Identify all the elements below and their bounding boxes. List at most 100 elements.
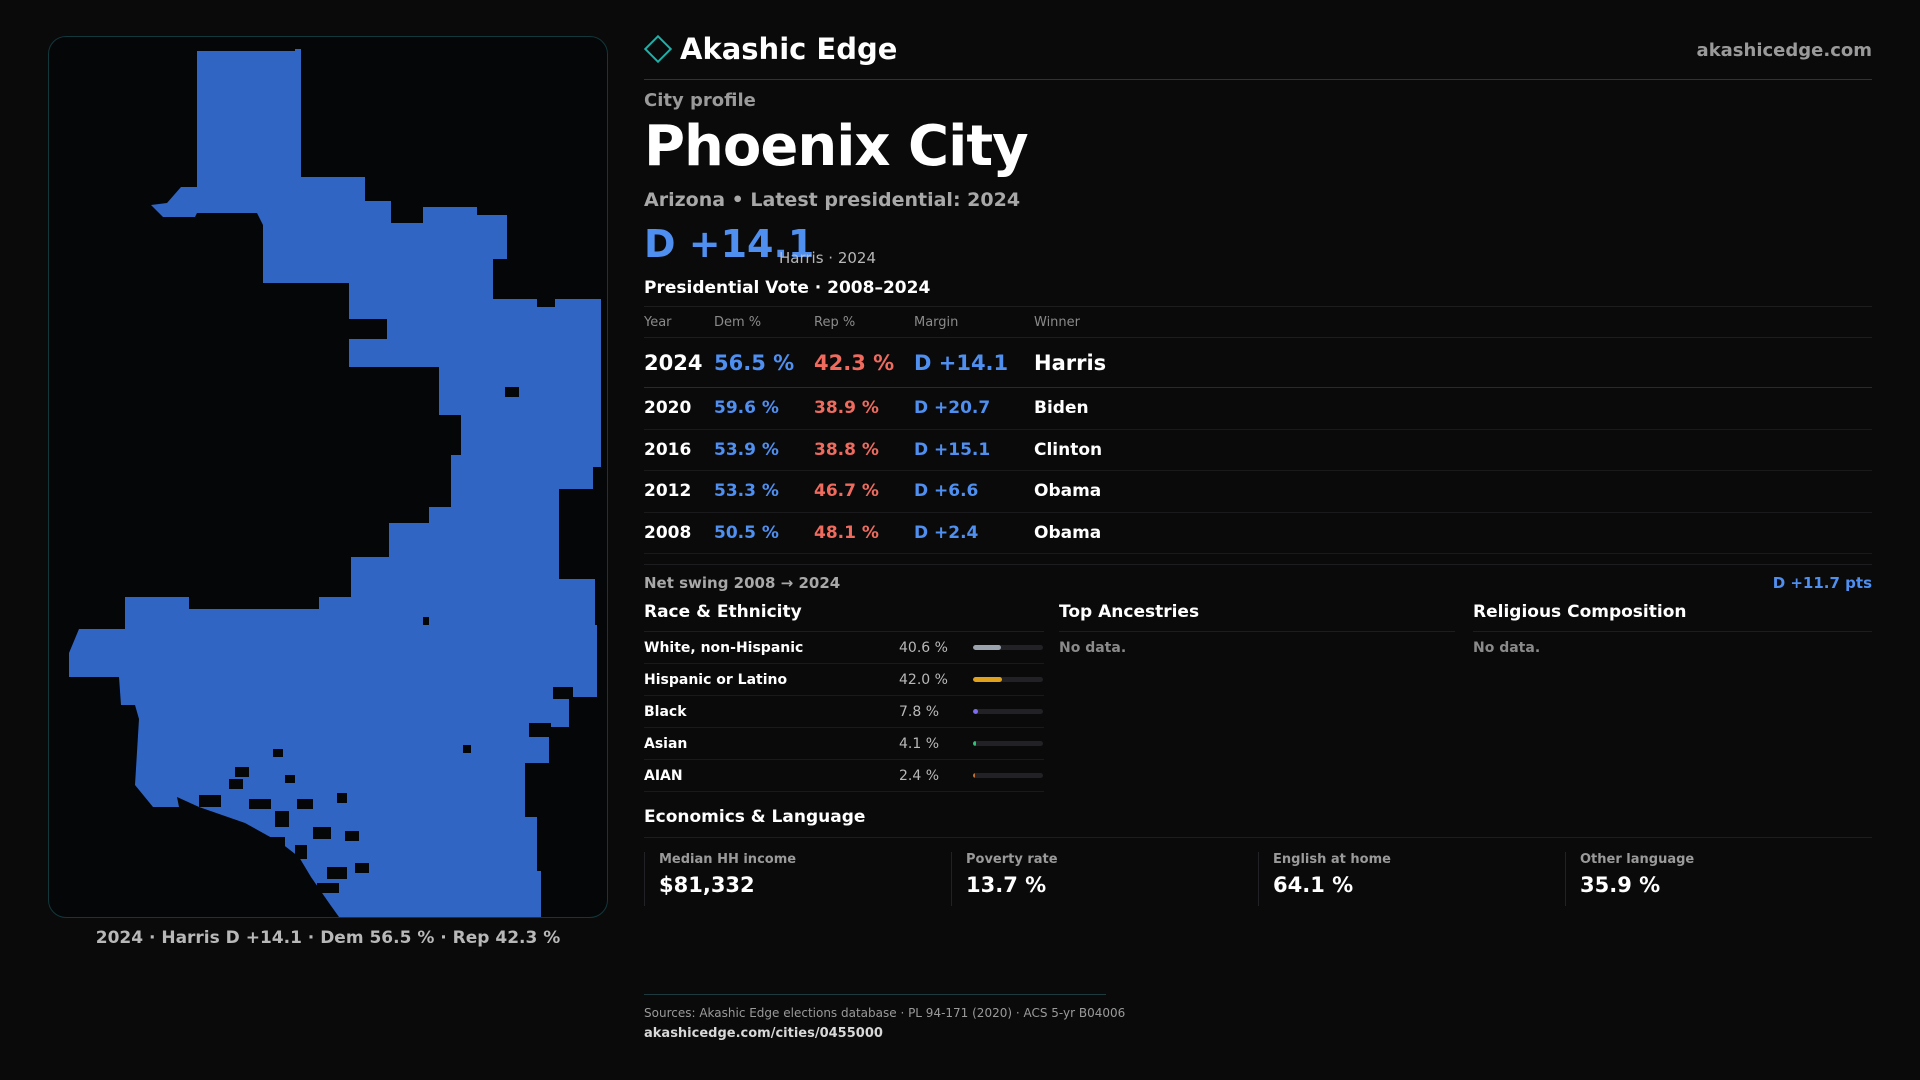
ancestries-title: Top Ancestries	[1059, 602, 1455, 632]
table-row: 2020 59.6 % 38.9 % D +20.7 Biden	[644, 388, 1872, 430]
race-label: Black	[644, 703, 687, 720]
race-bar-fill	[973, 677, 1003, 682]
stat-card: English at home 64.1 %	[1258, 852, 1565, 906]
cell-winner: Obama	[1034, 522, 1102, 543]
ancestries-section: Top Ancestries No data.	[1059, 602, 1455, 656]
race-bar-fill	[973, 773, 975, 778]
race-percent: 42.0 %	[899, 671, 948, 688]
race-label: White, non-Hispanic	[644, 639, 804, 656]
cell-rep: 38.9 %	[814, 398, 879, 419]
list-item: AIAN 2.4 %	[644, 760, 1044, 792]
race-bar	[973, 741, 1043, 746]
footer-divider	[644, 994, 1106, 995]
headline-margin-caption: Harris · 2024	[779, 249, 877, 267]
cell-dem: 53.9 %	[714, 439, 779, 460]
race-label: Hispanic or Latino	[644, 671, 788, 688]
stat-value: 13.7 %	[966, 873, 1047, 897]
header-year: Year	[644, 314, 672, 330]
diamond-logo-icon	[643, 34, 673, 64]
cell-margin: D +14.1	[914, 350, 1009, 375]
footer-url-link[interactable]: akashicedge.com/cities/0455000	[644, 1026, 883, 1041]
race-percent: 2.4 %	[899, 767, 940, 784]
cell-year: 2020	[644, 398, 692, 419]
header-margin: Margin	[914, 314, 959, 330]
cell-rep: 46.7 %	[814, 481, 879, 502]
page-kicker: City profile	[644, 90, 756, 111]
cell-margin: D +15.1	[914, 439, 991, 460]
race-bar-fill	[973, 741, 976, 746]
race-label: AIAN	[644, 767, 683, 784]
site-url-link[interactable]: akashicedge.com	[1696, 40, 1872, 61]
race-percent: 4.1 %	[899, 735, 940, 752]
city-map-panel[interactable]	[48, 36, 608, 918]
cell-dem: 53.3 %	[714, 481, 779, 502]
religion-empty: No data.	[1473, 640, 1541, 656]
header-dem: Dem %	[714, 314, 762, 330]
net-swing-value: D +11.7 pts	[1772, 574, 1872, 592]
results-title: Presidential Vote · 2008–2024	[644, 278, 931, 298]
headline-margin: D +14.1	[644, 222, 815, 266]
cell-year: 2008	[644, 522, 692, 543]
table-row: 2024 56.5 % 42.3 % D +14.1 Harris	[644, 338, 1872, 388]
stat-label: Other language	[1580, 852, 1695, 867]
economics-cards: Median HH income $81,332 Poverty rate 13…	[644, 852, 1872, 906]
city-boundary-shape	[69, 49, 601, 917]
brand-name: Akashic Edge	[680, 32, 898, 66]
cell-year: 2012	[644, 481, 692, 502]
results-table: Year Dem % Rep % Margin Winner 2024 56.5…	[644, 306, 1872, 554]
header-winner: Winner	[1034, 314, 1081, 330]
swing-divider	[644, 564, 1872, 565]
race-percent: 7.8 %	[899, 703, 940, 720]
header-rep: Rep %	[814, 314, 856, 330]
cell-winner: Obama	[1034, 481, 1102, 502]
brand[interactable]: Akashic Edge	[643, 32, 898, 66]
list-item: White, non-Hispanic 40.6 %	[644, 632, 1044, 664]
stat-value: $81,332	[659, 873, 755, 897]
race-bar	[973, 677, 1043, 682]
cell-dem: 59.6 %	[714, 398, 779, 419]
results-table-header: Year Dem % Rep % Margin Winner	[644, 306, 1872, 338]
race-bar	[973, 645, 1043, 650]
list-item: Black 7.8 %	[644, 696, 1044, 728]
table-row: 2008 50.5 % 48.1 % D +2.4 Obama	[644, 513, 1872, 554]
stat-card: Other language 35.9 %	[1565, 852, 1872, 906]
cell-margin: D +20.7	[914, 398, 991, 419]
cell-year: 2024	[644, 350, 703, 375]
economics-divider	[644, 837, 1872, 838]
race-ethnicity-section: Race & Ethnicity White, non-Hispanic 40.…	[644, 602, 1044, 792]
stat-value: 64.1 %	[1273, 873, 1354, 897]
race-bar-fill	[973, 709, 979, 714]
page-title: Phoenix City	[644, 114, 1029, 179]
race-bar	[973, 773, 1043, 778]
stat-label: English at home	[1273, 852, 1391, 867]
cell-dem: 56.5 %	[714, 350, 795, 375]
table-row: 2012 53.3 % 46.7 % D +6.6 Obama	[644, 471, 1872, 513]
ancestries-empty: No data.	[1059, 640, 1127, 656]
cell-rep: 38.8 %	[814, 439, 879, 460]
race-percent: 40.6 %	[899, 639, 948, 656]
table-row: 2016 53.9 % 38.8 % D +15.1 Clinton	[644, 430, 1872, 471]
city-boundary-map	[69, 49, 601, 917]
list-item: Asian 4.1 %	[644, 728, 1044, 760]
map-caption: 2024 · Harris D +14.1 · Dem 56.5 % · Rep…	[95, 928, 561, 948]
header-divider	[644, 79, 1872, 80]
cell-winner: Harris	[1034, 350, 1107, 375]
stat-card: Median HH income $81,332	[644, 852, 951, 906]
religion-title: Religious Composition	[1473, 602, 1872, 632]
race-bar-fill	[973, 645, 1002, 650]
cell-rep: 48.1 %	[814, 522, 879, 543]
cell-year: 2016	[644, 439, 692, 460]
race-ethnicity-title: Race & Ethnicity	[644, 602, 1044, 632]
cell-dem: 50.5 %	[714, 522, 779, 543]
economics-title: Economics & Language	[644, 807, 866, 827]
race-label: Asian	[644, 735, 688, 752]
religion-section: Religious Composition No data.	[1473, 602, 1872, 656]
cell-margin: D +2.4	[914, 522, 979, 543]
stat-value: 35.9 %	[1580, 873, 1661, 897]
cell-margin: D +6.6	[914, 481, 979, 502]
race-bar	[973, 709, 1043, 714]
footer-sources: Sources: Akashic Edge elections database…	[644, 1006, 1126, 1020]
page-subtitle: Arizona • Latest presidential: 2024	[644, 189, 1021, 211]
cell-winner: Clinton	[1034, 439, 1103, 460]
cell-winner: Biden	[1034, 398, 1089, 419]
